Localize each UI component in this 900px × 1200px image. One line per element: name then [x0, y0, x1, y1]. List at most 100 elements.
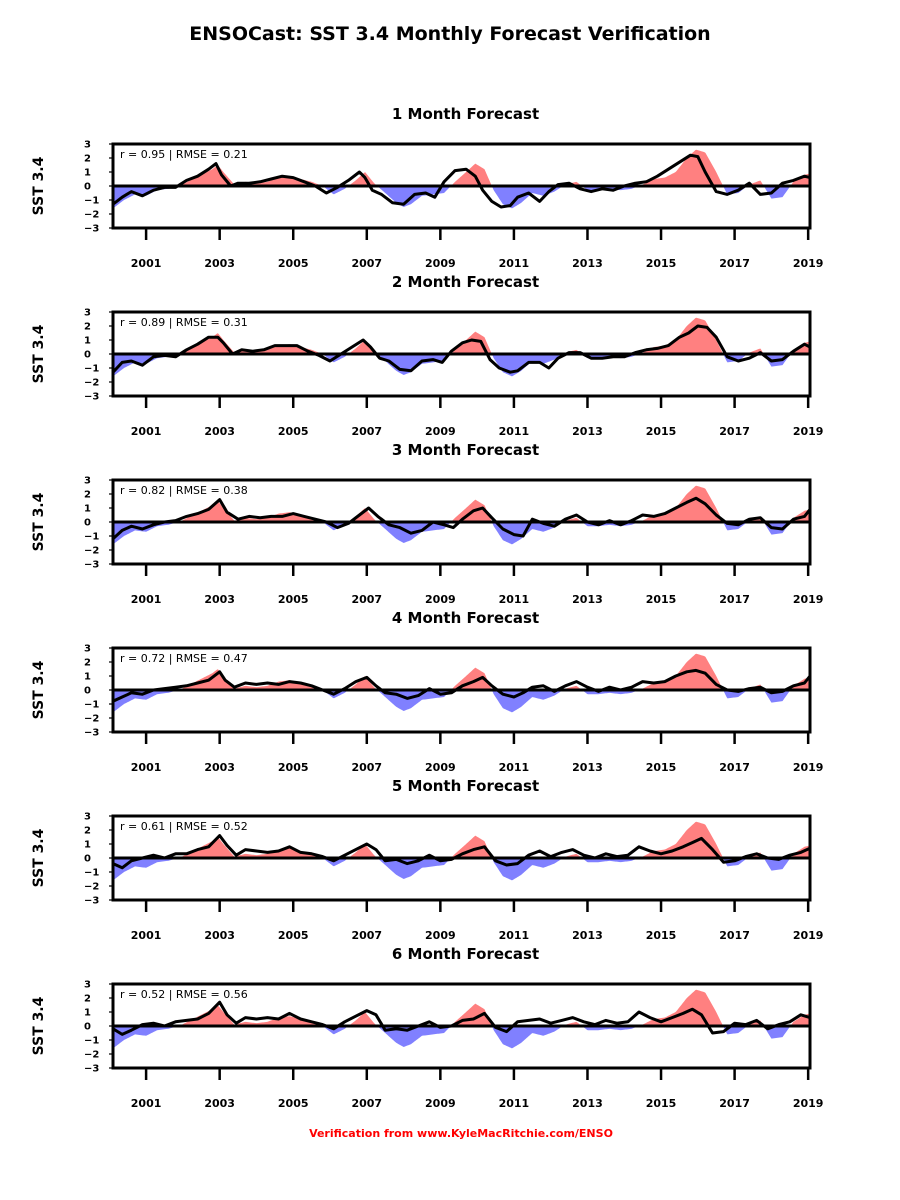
panel-title: 2 Month Forecast [392, 273, 539, 291]
y-axis-label: SST 3.4 [31, 492, 47, 551]
x-tick-label: 2001 [131, 929, 162, 942]
x-tick-label: 2019 [793, 761, 824, 774]
panel-title: 6 Month Forecast [392, 945, 539, 963]
y-tick-label: −1 [84, 1036, 99, 1047]
x-tick-label: 2001 [131, 257, 162, 270]
y-tick-label: 0 [84, 182, 91, 193]
x-tick-label: 2007 [351, 761, 382, 774]
x-tick-label: 2005 [278, 1097, 309, 1110]
verification-source-text: Verification from www.KyleMacRitchie.com… [309, 1127, 613, 1140]
observed-negative-area [113, 1026, 810, 1049]
x-tick-label: 2011 [499, 257, 530, 270]
forecast-panel: 3 Month Forecast SST 3.4 3 2 1 0 −1 −2 −3 2001 200… [31, 441, 823, 606]
y-tick-label: 0 [84, 518, 91, 529]
x-tick-label: 2001 [131, 1097, 162, 1110]
x-tick-label: 2013 [572, 929, 603, 942]
verification-stats: r = 0.52 | RMSE = 0.56 [120, 988, 248, 1001]
y-tick-label: −1 [84, 700, 99, 711]
x-tick-label: 2017 [719, 425, 750, 438]
observed-negative-area [113, 858, 810, 881]
forecast-line [113, 1000, 810, 1036]
x-tick-label: 2003 [204, 929, 235, 942]
verification-stats: r = 0.89 | RMSE = 0.31 [120, 316, 248, 329]
x-tick-label: 2013 [572, 425, 603, 438]
x-tick-label: 2019 [793, 257, 824, 270]
x-tick-label: 2003 [204, 1097, 235, 1110]
x-tick-label: 2019 [793, 425, 824, 438]
y-tick-label: 2 [84, 658, 91, 669]
x-tick-label: 2003 [204, 761, 235, 774]
y-axis-label: SST 3.4 [31, 324, 47, 383]
y-tick-label: 3 [84, 140, 91, 151]
forecast-panel: 1 Month Forecast SST 3.4 3 2 1 0 −1 −2 −3 2001 200… [31, 105, 823, 270]
panel-title: 4 Month Forecast [392, 609, 539, 627]
x-tick-label: 2011 [499, 929, 530, 942]
y-tick-label: −2 [84, 1050, 99, 1061]
forecast-line [113, 668, 810, 703]
x-tick-label: 2009 [425, 1097, 456, 1110]
x-tick-label: 2011 [499, 593, 530, 606]
x-tick-label: 2007 [351, 593, 382, 606]
x-tick-label: 2005 [278, 593, 309, 606]
x-tick-label: 2017 [719, 1097, 750, 1110]
y-tick-label: −1 [84, 868, 99, 879]
y-tick-label: 1 [84, 840, 91, 851]
y-tick-label: 3 [84, 476, 91, 487]
x-tick-label: 2001 [131, 593, 162, 606]
observed-negative-area [113, 186, 810, 209]
x-tick-label: 2005 [278, 761, 309, 774]
y-tick-label: 3 [84, 812, 91, 823]
x-tick-label: 2017 [719, 761, 750, 774]
y-tick-label: −3 [84, 224, 99, 235]
y-tick-label: 1 [84, 504, 91, 515]
forecast-panel: 5 Month Forecast SST 3.4 3 2 1 0 −1 −2 −3 2001 200… [31, 777, 823, 942]
x-tick-label: 2009 [425, 761, 456, 774]
x-tick-label: 2003 [204, 257, 235, 270]
y-tick-label: −3 [84, 392, 99, 403]
y-tick-label: 2 [84, 490, 91, 501]
y-tick-label: −1 [84, 196, 99, 207]
x-tick-label: 2011 [499, 1097, 530, 1110]
y-tick-label: 3 [84, 980, 91, 991]
y-tick-label: 1 [84, 168, 91, 179]
panel-title: 3 Month Forecast [392, 441, 539, 459]
y-tick-label: 2 [84, 154, 91, 165]
x-tick-label: 2003 [204, 593, 235, 606]
verification-stats: r = 0.95 | RMSE = 0.21 [120, 148, 248, 161]
y-tick-label: 2 [84, 322, 91, 333]
x-tick-label: 2007 [351, 929, 382, 942]
y-tick-label: 1 [84, 672, 91, 683]
forecast-line [113, 496, 810, 540]
x-tick-label: 2007 [351, 1097, 382, 1110]
y-tick-label: 2 [84, 994, 91, 1005]
y-tick-label: 3 [84, 644, 91, 655]
x-tick-label: 2015 [646, 1097, 677, 1110]
x-tick-label: 2005 [278, 929, 309, 942]
x-tick-label: 2009 [425, 257, 456, 270]
forecast-line [113, 153, 810, 209]
y-tick-label: −2 [84, 546, 99, 557]
figure-title: ENSOCast: SST 3.4 Monthly Forecast Verif… [189, 23, 710, 45]
x-tick-label: 2005 [278, 257, 309, 270]
y-tick-label: −2 [84, 378, 99, 389]
y-axis-label: SST 3.4 [31, 996, 47, 1055]
x-tick-label: 2017 [719, 593, 750, 606]
y-tick-label: −3 [84, 560, 99, 571]
y-tick-label: 3 [84, 308, 91, 319]
observed-positive-area [113, 989, 810, 1026]
x-tick-label: 2009 [425, 425, 456, 438]
x-tick-label: 2003 [204, 425, 235, 438]
y-tick-label: 0 [84, 1022, 91, 1033]
x-tick-label: 2013 [572, 761, 603, 774]
x-tick-label: 2015 [646, 761, 677, 774]
x-tick-label: 2005 [278, 425, 309, 438]
y-tick-label: 0 [84, 686, 91, 697]
x-tick-label: 2017 [719, 929, 750, 942]
y-tick-label: 2 [84, 826, 91, 837]
x-tick-label: 2007 [351, 425, 382, 438]
x-tick-label: 2011 [499, 425, 530, 438]
x-tick-label: 2019 [793, 929, 824, 942]
y-tick-label: 1 [84, 1008, 91, 1019]
